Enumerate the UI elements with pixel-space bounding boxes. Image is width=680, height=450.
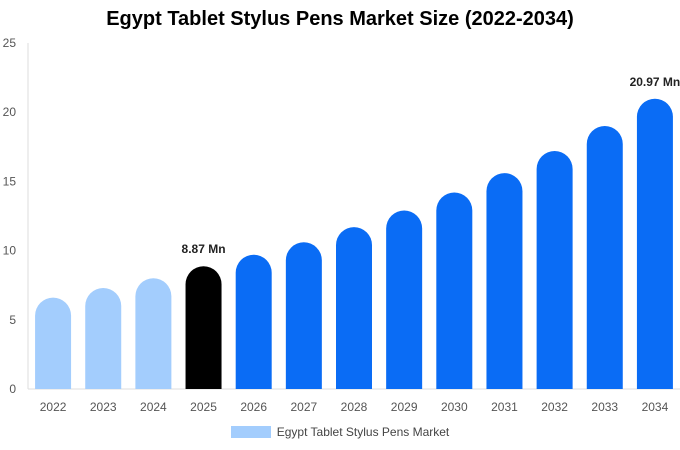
y-tick-label: 20 — [3, 105, 17, 119]
bar-2026 — [235, 254, 272, 389]
legend-label: Egypt Tablet Stylus Pens Market — [276, 425, 450, 439]
bar-2032 — [536, 150, 573, 389]
y-tick-label: 0 — [9, 382, 16, 396]
x-tick-label: 2031 — [491, 400, 518, 414]
y-tick-label: 5 — [9, 313, 16, 327]
bar-2023 — [85, 287, 122, 389]
bar-2022 — [35, 297, 72, 389]
bar-2034 — [636, 98, 673, 389]
x-tick-label: 2023 — [90, 400, 117, 414]
bar-2025 — [185, 266, 222, 389]
bar-2024 — [135, 278, 172, 389]
data-label-2034: 20.97 Mn — [630, 75, 680, 89]
legend: Egypt Tablet Stylus Pens Market — [0, 425, 680, 439]
data-label-2025: 8.87 Mn — [182, 242, 226, 256]
legend-swatch — [230, 426, 271, 438]
x-tick-label: 2022 — [40, 400, 67, 414]
x-tick-label: 2028 — [341, 400, 368, 414]
bar-2027 — [285, 242, 322, 389]
chart-title: Egypt Tablet Stylus Pens Market Size (20… — [106, 8, 574, 30]
x-tick-label: 2027 — [290, 400, 317, 414]
x-tick-label: 2024 — [140, 400, 167, 414]
x-tick-label: 2029 — [391, 400, 418, 414]
y-tick-label: 15 — [3, 174, 17, 188]
bar-2028 — [336, 227, 372, 389]
x-tick-label: 2032 — [541, 400, 568, 414]
x-tick-label: 2030 — [441, 400, 468, 414]
x-tick-label: 2034 — [642, 400, 669, 414]
y-tick-label: 25 — [3, 36, 17, 50]
bar-2030 — [436, 192, 473, 389]
x-tick-label: 2025 — [190, 400, 217, 414]
bar-2033 — [586, 126, 623, 390]
y-tick-label: 10 — [3, 244, 17, 258]
bar-2031 — [486, 173, 523, 389]
x-tick-label: 2026 — [240, 400, 267, 414]
bar-2029 — [386, 210, 423, 389]
x-tick-label: 2033 — [591, 400, 618, 414]
